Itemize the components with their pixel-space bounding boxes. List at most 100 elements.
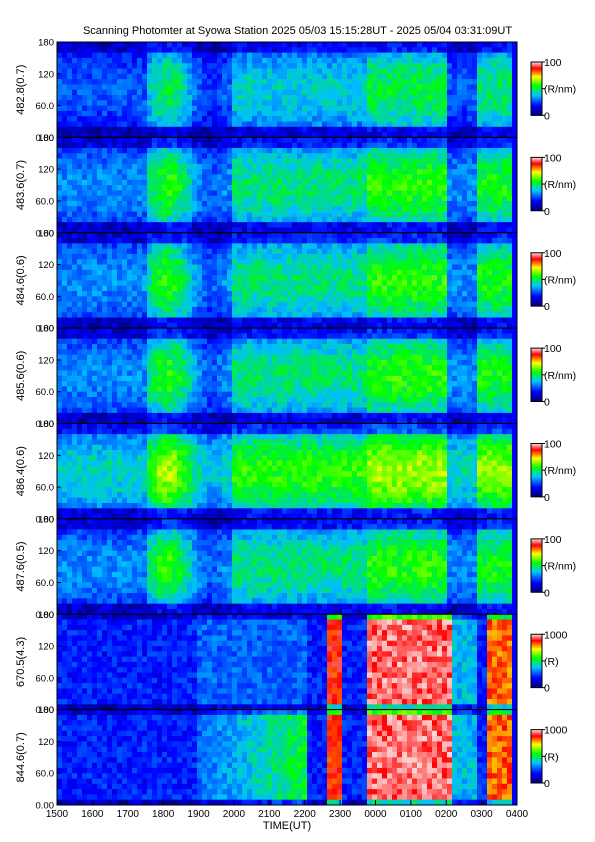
heatmap-cell bbox=[202, 132, 208, 138]
heatmap-cell bbox=[152, 132, 158, 138]
heatmap-cell bbox=[322, 285, 328, 292]
heatmap-cell bbox=[337, 84, 343, 91]
heatmap-cell bbox=[67, 306, 73, 313]
heatmap-cell bbox=[187, 248, 193, 255]
heatmap-cell bbox=[437, 153, 443, 159]
heatmap-cell bbox=[472, 190, 478, 197]
heatmap-cell bbox=[427, 322, 433, 329]
heatmap-cell bbox=[152, 179, 158, 186]
heatmap-cell bbox=[97, 280, 103, 287]
heatmap-cell bbox=[257, 280, 263, 287]
heatmap-cell bbox=[432, 137, 438, 144]
heatmap-cell bbox=[307, 216, 313, 223]
heatmap-cell bbox=[422, 232, 428, 239]
heatmap-cell bbox=[242, 47, 248, 53]
heatmap-cell bbox=[352, 142, 358, 149]
heatmap-cell bbox=[327, 73, 333, 80]
heatmap-cell bbox=[387, 322, 393, 329]
heatmap-cell bbox=[327, 306, 333, 313]
heatmap-cell bbox=[92, 285, 98, 292]
heatmap-cell bbox=[372, 211, 378, 218]
heatmap-cell bbox=[267, 222, 273, 228]
heatmap-cell bbox=[92, 84, 98, 91]
heatmap-cell bbox=[182, 306, 188, 313]
heatmap-cell bbox=[162, 312, 168, 318]
heatmap-cell bbox=[102, 100, 108, 106]
heatmap-cell bbox=[442, 227, 448, 234]
heatmap-cell bbox=[257, 73, 263, 80]
heatmap-cell bbox=[377, 153, 383, 159]
heatmap-cell bbox=[162, 63, 168, 69]
heatmap-cell bbox=[282, 259, 288, 265]
heatmap-cell bbox=[407, 190, 413, 197]
heatmap-cell bbox=[57, 222, 63, 228]
heatmap-cell bbox=[287, 232, 293, 239]
heatmap-cell bbox=[507, 206, 513, 212]
heatmap-cell bbox=[427, 42, 433, 48]
heatmap-cell bbox=[357, 52, 363, 59]
heatmap-cell bbox=[267, 243, 273, 250]
heatmap-cell bbox=[432, 132, 438, 138]
heatmap-cell bbox=[127, 322, 133, 329]
heatmap-cell bbox=[402, 147, 408, 154]
heatmap-cell bbox=[482, 142, 488, 149]
heatmap-cell bbox=[187, 306, 193, 313]
heatmap-cell bbox=[207, 317, 213, 324]
heatmap-cell bbox=[507, 232, 513, 239]
heatmap-cell bbox=[447, 275, 453, 281]
heatmap-cell bbox=[157, 63, 163, 69]
heatmap-cell bbox=[157, 291, 163, 297]
heatmap-cell bbox=[372, 195, 378, 202]
heatmap-cell bbox=[82, 185, 88, 191]
heatmap-cell bbox=[57, 174, 63, 181]
heatmap-cell bbox=[257, 57, 263, 64]
panels-group: 0.0060.0120180482.8(0.7)1000(R/nm)0.0060… bbox=[15, 38, 576, 812]
heatmap-cell bbox=[167, 153, 173, 159]
heatmap-cell bbox=[217, 269, 223, 276]
heatmap-cell bbox=[232, 105, 238, 112]
heatmap-cell bbox=[342, 137, 348, 144]
heatmap-cell bbox=[327, 84, 333, 91]
heatmap-cell bbox=[132, 312, 138, 318]
heatmap-cell bbox=[157, 280, 163, 287]
heatmap-cell bbox=[362, 238, 368, 244]
heatmap-cell bbox=[482, 153, 488, 159]
heatmap-cell bbox=[322, 275, 328, 281]
heatmap-cell bbox=[497, 195, 503, 202]
heatmap-cell bbox=[222, 317, 228, 324]
heatmap-cell bbox=[182, 63, 188, 69]
heatmap-cell bbox=[417, 238, 423, 244]
heatmap-cell bbox=[377, 227, 383, 234]
heatmap-cell bbox=[112, 116, 118, 122]
heatmap-cell bbox=[262, 269, 268, 276]
heatmap-cell bbox=[67, 211, 73, 218]
heatmap-cell bbox=[457, 301, 463, 308]
heatmap-cell bbox=[182, 200, 188, 207]
heatmap-cell bbox=[442, 132, 448, 138]
heatmap-cell bbox=[312, 264, 318, 271]
heatmap-cell bbox=[257, 42, 263, 48]
heatmap-cell bbox=[437, 227, 443, 234]
heatmap-cell bbox=[297, 137, 303, 144]
heatmap-cell bbox=[117, 301, 123, 308]
heatmap-cell bbox=[247, 110, 253, 117]
heatmap-cell bbox=[287, 52, 293, 59]
heatmap-cell bbox=[177, 68, 183, 75]
heatmap-cell bbox=[257, 317, 263, 324]
heatmap-cell bbox=[447, 89, 453, 96]
heatmap-cell bbox=[87, 306, 93, 313]
heatmap-cell bbox=[362, 190, 368, 197]
y-tick-label: 180 bbox=[38, 133, 54, 144]
heatmap-cell bbox=[412, 216, 418, 223]
heatmap-cell bbox=[362, 296, 368, 303]
heatmap-cell bbox=[497, 89, 503, 96]
heatmap-cell bbox=[187, 158, 193, 165]
heatmap-cell bbox=[262, 100, 268, 106]
heatmap-cell bbox=[147, 142, 153, 149]
heatmap-cell bbox=[97, 89, 103, 96]
heatmap-cell bbox=[142, 132, 148, 138]
heatmap-cell bbox=[127, 169, 133, 175]
heatmap-cell bbox=[257, 84, 263, 91]
heatmap-cell bbox=[482, 238, 488, 244]
heatmap-cell bbox=[77, 296, 83, 303]
